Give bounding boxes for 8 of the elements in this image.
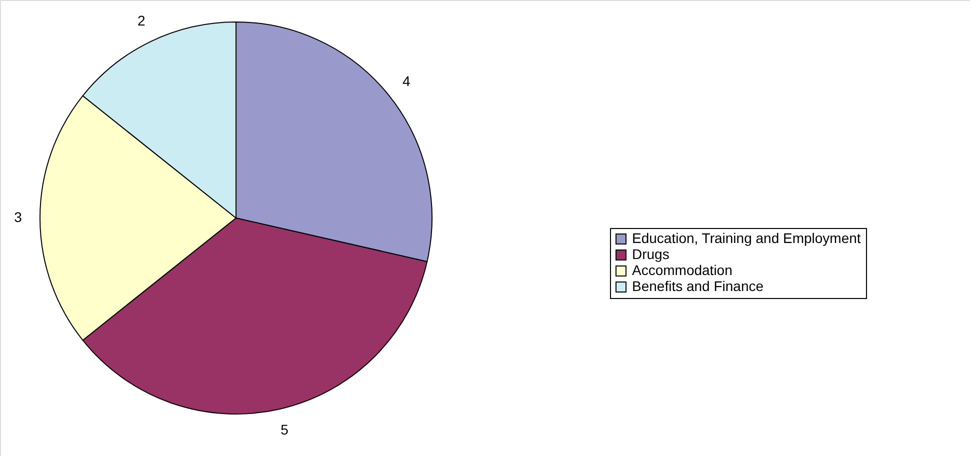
legend-label: Benefits and Finance (632, 278, 764, 294)
legend-label: Drugs (632, 246, 670, 262)
data-label: 5 (280, 422, 289, 438)
legend-label: Accommodation (632, 262, 732, 278)
data-label: 4 (402, 73, 411, 90)
data-label: 3 (14, 209, 22, 225)
data-label: 2 (138, 12, 146, 29)
legend-label: Education, Training and Employment (632, 230, 861, 246)
